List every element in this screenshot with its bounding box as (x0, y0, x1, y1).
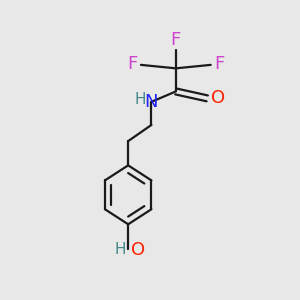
Text: N: N (145, 93, 158, 111)
Text: F: F (171, 31, 181, 49)
Text: O: O (212, 89, 226, 107)
Text: F: F (214, 55, 224, 73)
Text: F: F (127, 55, 137, 73)
Text: H: H (135, 92, 146, 107)
Text: O: O (130, 241, 145, 259)
Text: H: H (114, 242, 126, 257)
